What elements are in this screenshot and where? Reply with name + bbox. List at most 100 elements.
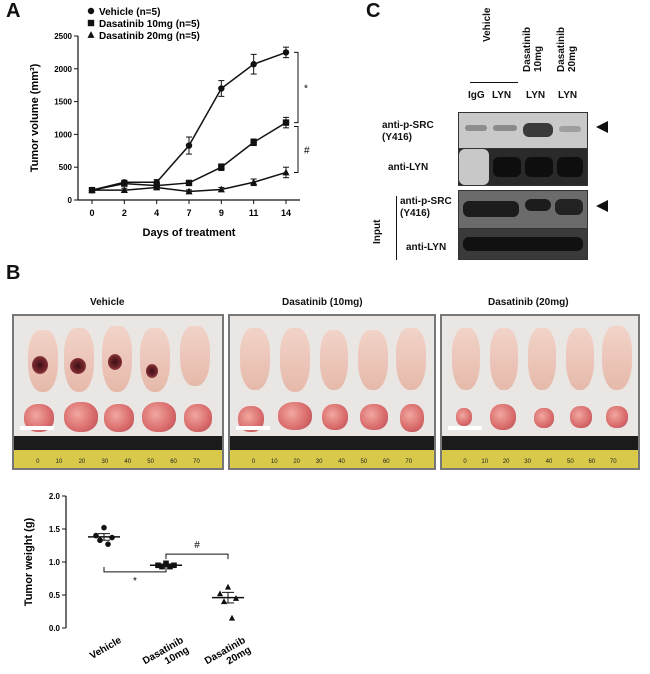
x-tick-label: 14 [281,208,291,218]
photo-vehicle: 0 10 20 30 40 50 60 70 [12,314,224,470]
blot-ip-lyn [458,148,588,186]
data-point [217,185,225,193]
legend-entry: Vehicle (n=5) [99,7,160,18]
data-point [228,614,236,621]
data-point [250,178,258,186]
western-blot-panel: Vehicle Dasatinib 10mg Dasatinib 20mg Ig… [366,8,650,260]
ruler-numbers-vehicle: 0 10 20 30 40 50 60 70 [36,459,200,465]
lane-label-lyn-2: LYN [526,90,546,101]
y-tick-label: 2000 [54,65,72,74]
category-label: Dasatinib20mg [203,635,253,674]
input-label: Input [372,219,383,244]
y-tick-label: 1000 [54,130,72,139]
photo-title-dasatinib-10mg: Dasatinib (10mg) [282,297,363,308]
sig-bracket-10mg-20mg [294,126,299,173]
y-axis-title: Tumor volume (mm³) [29,63,41,172]
blot-ip-psrc [458,112,588,150]
data-point [120,186,128,194]
data-point [185,179,193,187]
lane-label-lyn-3: LYN [558,90,578,101]
x-tick-label: 9 [219,208,224,218]
x-tick-label: 4 [154,208,159,218]
data-point [155,562,161,569]
data-point [250,61,257,68]
data-point [101,524,107,531]
panel-letter-b: B [6,262,21,284]
lane-label-igg: IgG [468,90,485,101]
lane-label-lyn-1: LYN [492,90,512,101]
data-point [218,85,225,92]
data-point [282,119,290,126]
tumor-weight-chart: 0.0 0.5 1.0 1.5 2.0 Tumor weight (g) Vehicle Da… [23,492,253,674]
ip-row-label-lyn: anti-LYN [388,162,429,173]
data-point [153,183,161,191]
input-row-label-psrc: anti-p-SRC (Y416) [400,196,452,219]
panel-letter-a: A [6,0,21,22]
legend-marker [87,19,95,27]
data-point [218,164,225,171]
band-arrow-ip [596,121,608,133]
y-tick-label: 2500 [54,32,72,41]
blot-input-lyn [458,228,588,260]
data-point [282,168,290,176]
x-tick-label: 11 [249,208,259,218]
col-header-dasatinib-20mg: Dasatinib 20mg [556,26,578,72]
x-tick-label: 7 [186,208,191,218]
y-axis-title: Tumor weight (g) [23,517,35,606]
tumor-volume-chart: 0 500 1000 1500 2000 2500 0 2 4 7 9 11 14 Days of tre… [29,7,310,239]
y-tick-label: 500 [59,163,73,172]
legend-marker [87,31,95,38]
legend-entry: Dasatinib 10mg (n=5) [99,19,200,30]
ip-row-label-psrc: anti-p-SRC (Y416) [382,120,434,143]
category-label: Vehicle [88,635,124,662]
sig-bracket-vehicle-10mg [294,51,299,124]
col-header-dasatinib-10mg: Dasatinib 10mg [522,26,544,72]
data-point [282,49,290,56]
data-point [97,537,103,544]
y-tick-label: 1.5 [49,525,61,534]
header-group-line [470,82,518,83]
data-point [185,187,193,195]
photo-dasatinib-20mg: 0 10 20 30 40 50 60 70 [440,314,640,470]
y-tick-label: 0.5 [49,591,61,600]
data-point [232,594,240,601]
photo-title-vehicle: Vehicle [90,297,125,308]
data-point [109,534,115,541]
data-point [159,563,165,570]
data-point [167,563,173,570]
x-axis-title: Days of treatment [143,227,236,239]
y-tick-label: 2.0 [49,492,61,501]
data-point [163,560,169,567]
sig-bracket-10mg-20mg [165,553,229,560]
y-tick-label: 1.0 [49,558,61,567]
category-label: Dasatinib10mg [141,635,191,674]
data-point [250,139,257,146]
y-tick-label: 0 [68,196,73,205]
x-tick-label: 2 [122,208,127,218]
data-point [220,598,228,605]
ruler-numbers-20mg: 0 10 20 30 40 50 60 70 [463,459,617,465]
legend-entry: Dasatinib 20mg (n=5) [99,31,200,42]
y-tick-label: 0.0 [49,624,61,633]
sig-bracket-vehicle-10mg [103,566,167,573]
blot-input-psrc [458,190,588,230]
ruler-numbers-10mg: 0 10 20 30 40 50 60 70 [251,459,413,465]
data-point [171,562,177,569]
panel-letter-c: C [366,0,381,22]
input-bracket-line [396,196,397,260]
input-row-label-lyn: anti-LYN [406,242,447,253]
data-point [224,583,232,590]
y-tick-label: 1500 [54,98,72,107]
sig-label: # [194,540,200,551]
legend-marker [87,7,95,15]
sig-label: * [133,576,137,587]
series-line-0 [91,51,287,191]
x-tick-label: 0 [89,208,94,218]
sig-bracket-10mg-20mg-label: # [304,145,310,156]
data-point [121,180,128,187]
photo-title-dasatinib-20mg: Dasatinib (20mg) [488,297,569,308]
data-point [105,541,111,547]
data-point [185,142,193,149]
header-group-label: Vehicle [482,7,493,42]
photo-dasatinib-10mg: 0 10 20 30 40 50 60 70 [228,314,436,470]
